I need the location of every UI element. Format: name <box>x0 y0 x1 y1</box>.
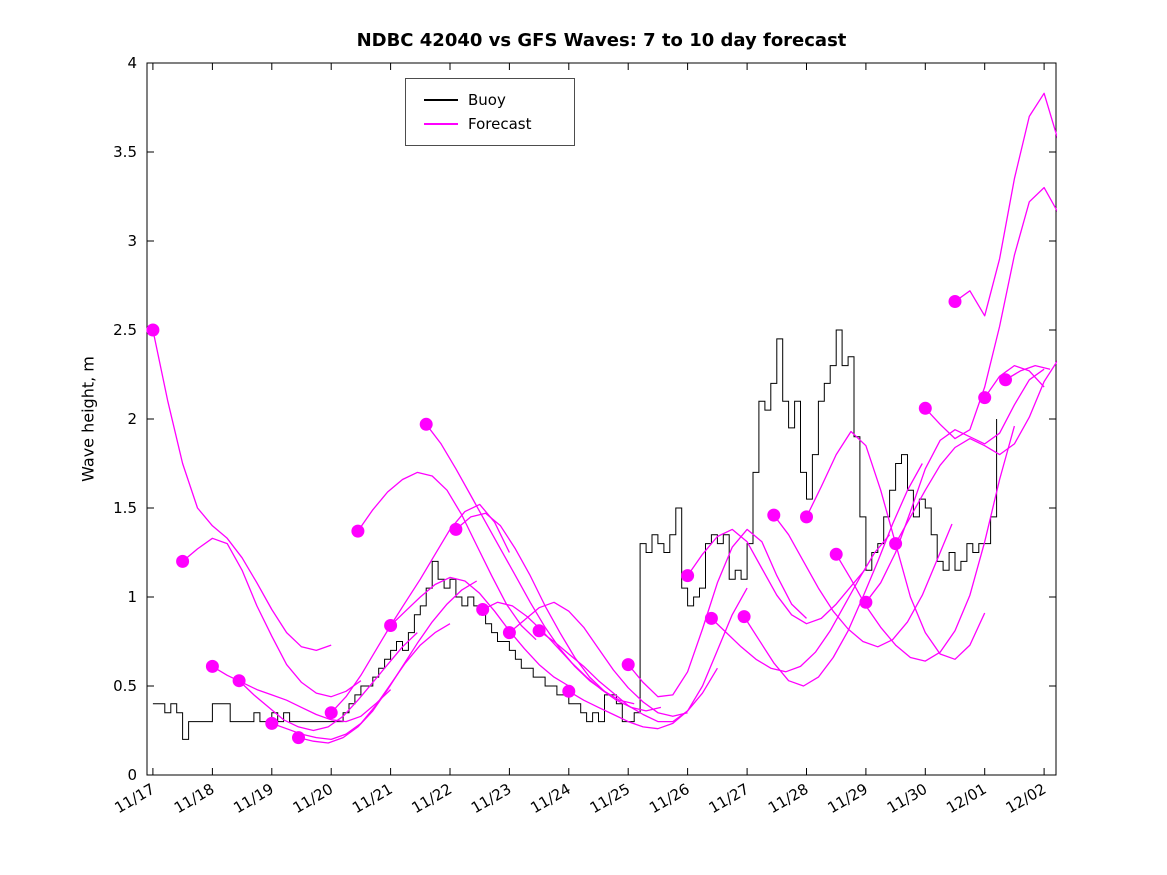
forecast-line <box>238 632 418 732</box>
forecast-line <box>687 528 867 625</box>
x-tick-label: 12/01 <box>943 780 989 817</box>
y-tick-label: 0 <box>127 766 137 784</box>
x-tick-label: 11/23 <box>468 780 514 817</box>
axes-box <box>146 62 1057 776</box>
forecast-start-marker <box>918 401 932 415</box>
forecast-start-marker <box>737 610 751 624</box>
legend-entry-forecast: Forecast <box>424 112 574 136</box>
forecast-start-marker <box>146 323 160 337</box>
forecast-start-marker <box>562 684 576 698</box>
forecast-start-marker <box>324 706 338 720</box>
forecast-start-marker <box>351 524 365 538</box>
y-tick-label: 3.5 <box>113 143 137 161</box>
x-tick-label: 11/17 <box>111 780 157 817</box>
x-tick-label: 11/19 <box>230 780 276 817</box>
forecast-lines <box>152 92 1057 744</box>
forecast-start-marker <box>704 611 718 625</box>
y-tick-label: 4 <box>127 54 137 72</box>
forecast-start-markers <box>146 295 1012 745</box>
buoy-line <box>152 329 998 740</box>
y-tick-label: 1 <box>127 588 137 606</box>
x-tick-label: 11/21 <box>349 780 395 817</box>
forecast-line <box>538 630 718 723</box>
x-tick-label: 11/29 <box>824 780 870 817</box>
x-tick-label: 11/22 <box>409 780 455 817</box>
x-tick-label: 11/18 <box>171 780 217 817</box>
forecast-start-marker <box>800 510 813 524</box>
x-tick-label: 11/27 <box>706 780 752 817</box>
forecast-start-marker <box>205 659 219 673</box>
forecast-start-marker <box>681 569 695 583</box>
x-tick-label: 11/24 <box>527 780 573 817</box>
forecast-line <box>627 528 807 698</box>
forecast-start-marker <box>978 391 992 405</box>
forecast-line <box>1005 364 1051 381</box>
forecast-start-marker <box>829 547 843 561</box>
forecast-start-marker <box>948 295 962 308</box>
x-tick-label: 11/28 <box>765 780 811 817</box>
forecast-line <box>182 537 362 698</box>
legend: Buoy Forecast <box>405 78 575 146</box>
x-tick-label: 11/20 <box>290 780 336 817</box>
forecast-line <box>743 463 923 687</box>
y-tick-label: 2 <box>127 410 137 428</box>
forecast-start-marker <box>767 508 781 522</box>
y-tick-label: 0.5 <box>113 677 137 695</box>
forecast-start-marker <box>859 595 873 609</box>
forecast-start-marker <box>232 674 246 688</box>
forecast-line <box>954 92 1057 317</box>
forecast-start-marker <box>419 417 433 431</box>
forecast-line <box>865 368 1045 603</box>
forecast-start-marker <box>292 731 305 745</box>
forecast-start-marker <box>621 658 635 672</box>
forecast-start-marker <box>889 537 903 551</box>
forecast-line <box>984 364 1045 398</box>
forecast-start-marker <box>449 522 463 536</box>
legend-entry-buoy: Buoy <box>424 88 574 112</box>
y-tick-label: 2.5 <box>113 321 137 339</box>
forecast-start-marker <box>476 603 490 616</box>
forecast-line <box>568 587 748 730</box>
forecast-start-marker <box>265 716 279 730</box>
x-tick-label: 12/02 <box>1003 780 1049 817</box>
forecast-line <box>152 329 332 652</box>
x-tick-label: 11/30 <box>884 780 930 817</box>
forecast-line <box>508 601 688 717</box>
y-tick-label: 1.5 <box>113 499 137 517</box>
forecast-start-marker <box>176 554 190 568</box>
legend-label-buoy: Buoy <box>468 91 506 109</box>
forecast-line <box>390 576 570 687</box>
forecast-line <box>895 360 1057 544</box>
forecast-line-swatch <box>424 123 458 125</box>
x-tick-label: 11/25 <box>587 780 633 817</box>
y-tick-label: 3 <box>127 232 137 250</box>
forecast-line <box>924 186 1057 440</box>
legend-label-forecast: Forecast <box>468 115 532 133</box>
chart-title: NDBC 42040 vs GFS Waves: 7 to 10 day for… <box>356 30 847 51</box>
forecast-line <box>710 534 891 673</box>
forecast-line <box>773 514 953 648</box>
forecast-start-marker <box>502 626 516 640</box>
forecast-start-marker <box>384 619 398 632</box>
buoy-line-swatch <box>424 99 458 101</box>
forecast-start-marker <box>999 373 1012 387</box>
y-axis: 0 0.5 1 1.5 2 2.5 3 3.5 4 <box>113 54 1056 784</box>
forecast-start-marker <box>532 624 546 638</box>
forecast-line <box>298 580 478 744</box>
forecast-line <box>330 503 510 714</box>
x-tick-label: 11/26 <box>646 780 692 817</box>
forecast-line <box>357 471 537 641</box>
